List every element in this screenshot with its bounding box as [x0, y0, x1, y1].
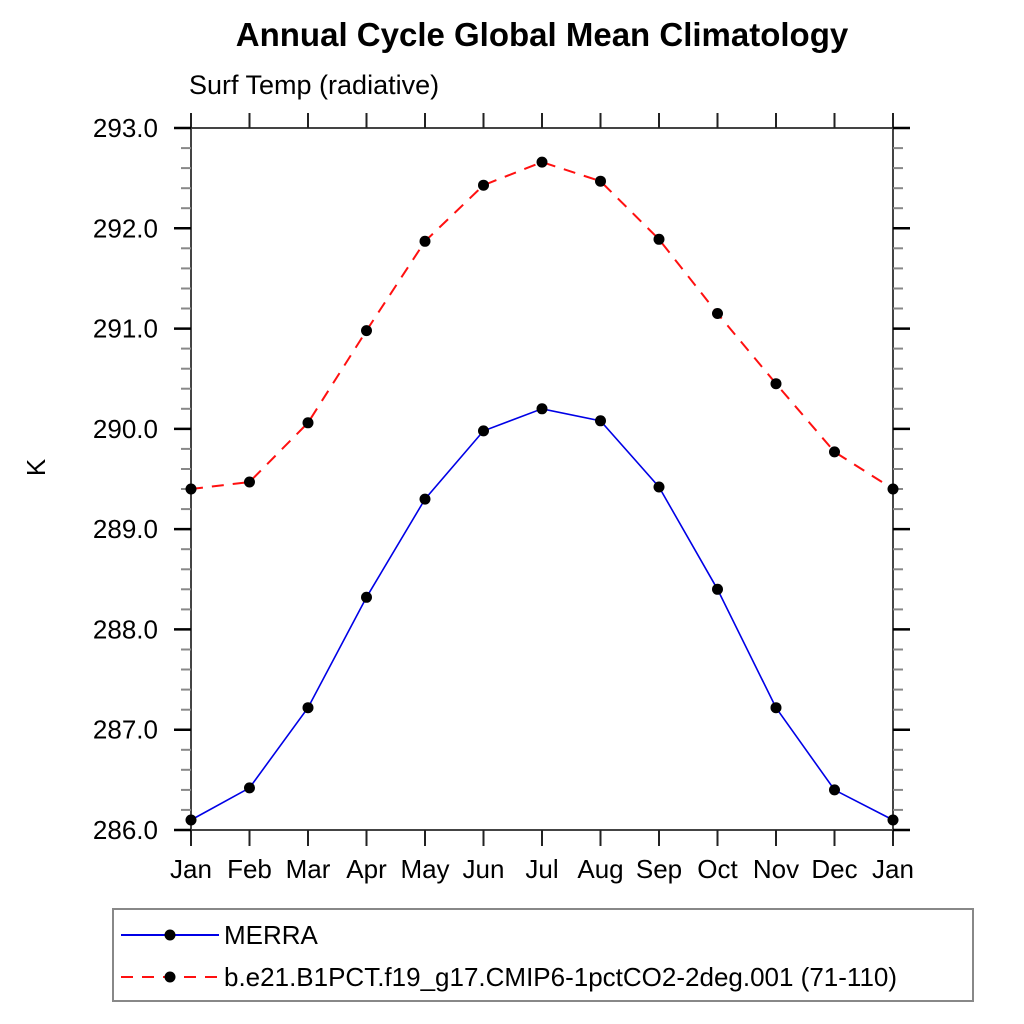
data-point-marker: [244, 782, 255, 794]
data-point-marker: [595, 415, 606, 427]
x-tick-label: Sep: [636, 854, 682, 884]
x-tick-label: Jan: [872, 854, 914, 884]
data-point-marker: [653, 481, 665, 493]
data-point-marker: [478, 179, 489, 191]
data-point-marker: [536, 403, 548, 415]
data-point-marker: [536, 156, 548, 168]
data-point-marker: [829, 446, 840, 458]
chart-title: Annual Cycle Global Mean Climatology: [235, 16, 849, 53]
series-line-0: [190, 407, 894, 821]
y-tick-label: 293.0: [93, 113, 158, 143]
data-point-marker: [419, 235, 431, 247]
x-tick-label: Dec: [811, 854, 857, 884]
y-tick-label: 287.0: [93, 715, 158, 745]
chart-subtitle: Surf Temp (radiative): [189, 70, 440, 100]
data-point-marker: [244, 476, 255, 488]
data-point-marker: [712, 583, 723, 595]
x-tick-label: Aug: [577, 854, 623, 884]
data-point-marker: [887, 814, 899, 826]
x-tick-label: Apr: [346, 854, 387, 884]
y-tick-label: 286.0: [93, 815, 158, 845]
data-point-marker: [478, 425, 489, 437]
data-point-marker: [653, 233, 665, 245]
data-point-marker: [361, 325, 372, 337]
data-point-marker: [595, 175, 606, 187]
data-point-marker: [770, 702, 782, 714]
x-tick-label: May: [400, 854, 449, 884]
x-tick-label: Feb: [227, 854, 272, 884]
legend-line-sample-solid: [121, 929, 219, 941]
data-point-marker: [419, 493, 431, 505]
data-point-marker: [887, 483, 899, 495]
data-point-marker: [302, 417, 314, 429]
series-line-1: [190, 161, 894, 490]
data-point-marker: [185, 814, 197, 826]
y-tick-label: 291.0: [93, 314, 158, 344]
y-tick-label: 290.0: [93, 414, 158, 444]
data-point-marker: [770, 378, 782, 390]
data-point-marker: [302, 702, 314, 714]
legend-item-merra: MERRA: [114, 914, 972, 956]
y-tick-label: 288.0: [93, 614, 158, 644]
data-point-marker: [829, 784, 840, 796]
data-point-marker: [185, 483, 197, 495]
x-tick-label: Oct: [697, 854, 738, 884]
x-tick-label: Mar: [286, 854, 331, 884]
legend-line-sample-dashed: [121, 971, 219, 983]
y-tick-label: 292.0: [93, 213, 158, 243]
x-tick-label: Jun: [463, 854, 505, 884]
x-tick-label: Jul: [525, 854, 558, 884]
legend-label-merra: MERRA: [224, 919, 318, 950]
x-tick-label: Jan: [170, 854, 212, 884]
x-tick-label: Nov: [753, 854, 799, 884]
legend-item-model: b.e21.B1PCT.f19_g17.CMIP6-1pctCO2-2deg.0…: [114, 956, 972, 998]
data-point-marker: [361, 591, 372, 603]
legend-label-model: b.e21.B1PCT.f19_g17.CMIP6-1pctCO2-2deg.0…: [224, 961, 898, 992]
y-tick-label: 289.0: [93, 514, 158, 544]
legend: MERRA b.e21.B1PCT.f19_g17.CMIP6-1pctCO2-…: [112, 908, 974, 1002]
data-point-marker: [712, 308, 723, 319]
